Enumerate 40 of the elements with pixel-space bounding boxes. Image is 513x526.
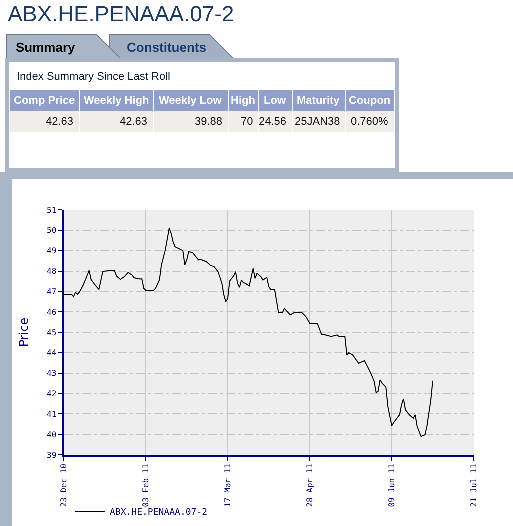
line-series bbox=[64, 228, 434, 438]
text: Low bbox=[264, 95, 286, 107]
y-tick-label: 41 bbox=[47, 410, 57, 419]
y-tick-label: 50 bbox=[47, 226, 57, 236]
x-tick-label: 17 Mar 11 bbox=[224, 464, 233, 508]
y-tick-label: 51 bbox=[47, 206, 57, 215]
text: 70 bbox=[241, 116, 254, 128]
text: 24.56 bbox=[259, 116, 287, 128]
x-tick-label: 28 Apr 11 bbox=[306, 464, 315, 508]
y-tick-label: 48 bbox=[47, 267, 57, 276]
y-tick-label: 47 bbox=[47, 287, 57, 296]
y-axis-title: Price bbox=[16, 318, 31, 348]
y-tick-label: 42 bbox=[47, 390, 57, 399]
text: 42.63 bbox=[46, 116, 74, 128]
legend-label: ABX.HE.PENAAA.07-2 bbox=[110, 508, 208, 518]
x-tick-label: 21 Jul 11 bbox=[470, 464, 479, 508]
x-tick-label: 23 Dec 10 bbox=[60, 464, 69, 508]
y-tick-label: 46 bbox=[47, 308, 57, 317]
chart-title: ABX.HE.PENAAA.07-2 bbox=[8, 1, 234, 26]
y-tick-label: 45 bbox=[47, 328, 57, 338]
y-tick-label: 44 bbox=[47, 348, 57, 358]
text: 39.88 bbox=[195, 116, 223, 128]
y-tick-label: 43 bbox=[47, 369, 57, 378]
y-tick-label: 40 bbox=[47, 430, 57, 440]
y-tick-label: 49 bbox=[47, 246, 57, 256]
x-tick-label: 03 Feb 11 bbox=[142, 464, 151, 508]
text: 42.63 bbox=[120, 116, 148, 128]
text: 0.760% bbox=[351, 116, 389, 128]
text: Weekly Low bbox=[159, 95, 222, 107]
text: Constituents bbox=[127, 40, 206, 55]
text: High bbox=[231, 95, 256, 107]
x-tick-label: 09 Jun 11 bbox=[388, 464, 397, 508]
text: Maturity bbox=[297, 95, 341, 107]
text: Index Summary Since Last Roll bbox=[17, 71, 170, 83]
text: Weekly High bbox=[84, 95, 150, 107]
y-tick-label: 39 bbox=[47, 450, 57, 460]
text: Coupon bbox=[349, 95, 391, 107]
text: 25JAN38 bbox=[295, 116, 340, 128]
text: Summary bbox=[16, 40, 76, 55]
text: Comp Price bbox=[14, 95, 76, 107]
